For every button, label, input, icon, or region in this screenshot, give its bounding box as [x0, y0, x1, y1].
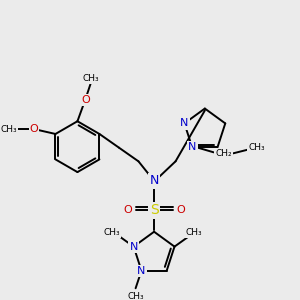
Text: CH₃: CH₃	[104, 228, 121, 237]
Text: N: N	[188, 142, 196, 152]
Text: CH₃: CH₃	[127, 292, 144, 300]
Text: O: O	[30, 124, 38, 134]
Text: CH₃: CH₃	[186, 228, 202, 237]
Text: O: O	[81, 95, 90, 105]
Text: S: S	[150, 203, 158, 217]
Text: CH₃: CH₃	[0, 124, 17, 134]
Text: CH₃: CH₃	[83, 74, 99, 83]
Text: N: N	[137, 266, 146, 276]
Text: CH₂: CH₂	[215, 149, 232, 158]
Text: O: O	[123, 205, 132, 215]
Text: N: N	[149, 174, 159, 188]
Text: N: N	[130, 242, 138, 252]
Text: N: N	[180, 118, 189, 128]
Text: O: O	[176, 205, 185, 215]
Text: CH₃: CH₃	[248, 143, 265, 152]
